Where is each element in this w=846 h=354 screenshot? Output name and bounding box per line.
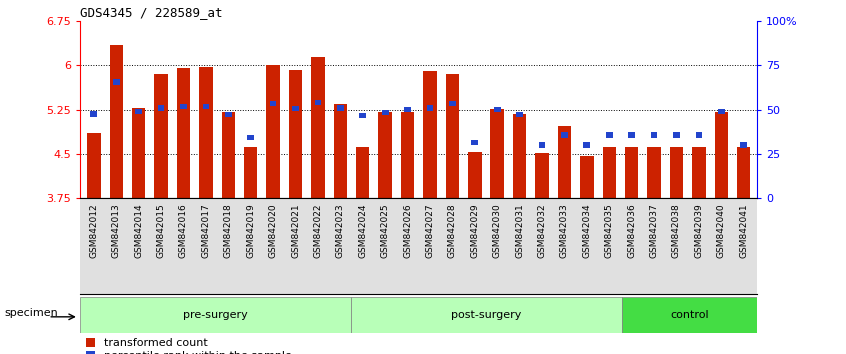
Bar <box>315 100 321 105</box>
Text: GSM842022: GSM842022 <box>313 203 322 257</box>
Text: GSM842037: GSM842037 <box>650 203 658 258</box>
Bar <box>177 68 190 198</box>
Bar <box>337 105 343 110</box>
Bar <box>113 79 119 85</box>
Bar <box>536 153 549 198</box>
Bar <box>351 297 622 333</box>
Legend: transformed count, percentile rank within the sample: transformed count, percentile rank withi… <box>86 338 292 354</box>
Text: GSM842032: GSM842032 <box>537 203 547 258</box>
Bar <box>673 132 680 138</box>
Text: GSM842027: GSM842027 <box>426 203 435 258</box>
Bar <box>737 147 750 198</box>
Bar <box>404 107 411 113</box>
Text: GSM842030: GSM842030 <box>492 203 502 258</box>
Bar <box>513 114 526 198</box>
Text: GSM842029: GSM842029 <box>470 203 480 258</box>
Bar <box>584 142 591 148</box>
Text: pre-surgery: pre-surgery <box>184 310 248 320</box>
Bar <box>715 112 728 198</box>
Text: GDS4345 / 228589_at: GDS4345 / 228589_at <box>80 6 222 19</box>
Bar <box>401 112 415 198</box>
Bar <box>423 72 437 198</box>
Text: GSM842035: GSM842035 <box>605 203 613 258</box>
Text: GSM842012: GSM842012 <box>90 203 98 258</box>
Bar <box>292 106 299 111</box>
Bar <box>356 147 370 198</box>
Bar <box>135 109 142 114</box>
Text: GSM842034: GSM842034 <box>582 203 591 258</box>
Bar <box>561 132 568 138</box>
Text: GSM842033: GSM842033 <box>560 203 569 258</box>
Bar <box>288 70 302 198</box>
Bar <box>378 112 392 198</box>
Text: GSM842028: GSM842028 <box>448 203 457 258</box>
Text: GSM842018: GSM842018 <box>224 203 233 258</box>
Text: GSM842041: GSM842041 <box>739 203 748 258</box>
Text: post-surgery: post-surgery <box>451 310 522 320</box>
Bar <box>180 104 187 109</box>
Bar <box>494 107 501 113</box>
Text: GSM842026: GSM842026 <box>403 203 412 258</box>
Text: GSM842038: GSM842038 <box>672 203 681 258</box>
Bar <box>426 105 433 110</box>
Text: GSM842021: GSM842021 <box>291 203 300 258</box>
Bar <box>199 67 212 198</box>
Text: GSM842015: GSM842015 <box>157 203 166 258</box>
Bar <box>222 112 235 198</box>
Bar <box>225 112 232 117</box>
Text: GSM842017: GSM842017 <box>201 203 211 258</box>
Bar <box>244 147 257 198</box>
Bar <box>647 147 661 198</box>
Bar <box>692 147 706 198</box>
Bar <box>670 147 684 198</box>
Bar <box>539 142 546 148</box>
Bar <box>471 140 478 145</box>
Text: GSM842020: GSM842020 <box>268 203 277 258</box>
Bar <box>651 132 657 138</box>
Bar <box>622 297 757 333</box>
Text: GSM842025: GSM842025 <box>381 203 390 258</box>
Text: GSM842031: GSM842031 <box>515 203 525 258</box>
Bar <box>629 132 635 138</box>
Bar <box>157 105 164 110</box>
Text: GSM842039: GSM842039 <box>695 203 703 258</box>
Bar <box>382 110 388 115</box>
Bar <box>247 135 254 140</box>
Bar <box>516 112 523 117</box>
Text: GSM842023: GSM842023 <box>336 203 345 258</box>
Bar <box>625 147 639 198</box>
Text: GSM842016: GSM842016 <box>179 203 188 258</box>
Text: GSM842040: GSM842040 <box>717 203 726 258</box>
Text: GSM842036: GSM842036 <box>627 203 636 258</box>
Bar <box>468 152 481 198</box>
Bar <box>87 133 101 198</box>
Bar <box>606 132 613 138</box>
Bar <box>740 142 747 148</box>
Text: GSM842024: GSM842024 <box>358 203 367 257</box>
Bar <box>449 101 456 107</box>
Bar <box>580 156 594 198</box>
Bar <box>446 74 459 198</box>
Bar <box>132 108 146 198</box>
Text: GSM842019: GSM842019 <box>246 203 255 258</box>
Bar <box>718 109 725 114</box>
Bar <box>202 104 209 109</box>
Text: GSM842014: GSM842014 <box>135 203 143 258</box>
Bar <box>266 65 280 198</box>
Text: specimen: specimen <box>4 308 58 318</box>
Bar <box>154 74 168 198</box>
Bar <box>491 109 504 198</box>
Bar <box>333 104 347 198</box>
Bar <box>695 132 702 138</box>
Bar <box>270 101 277 107</box>
Bar <box>109 45 123 198</box>
Bar <box>80 297 351 333</box>
Text: control: control <box>670 310 709 320</box>
Bar <box>602 147 616 198</box>
Bar <box>558 126 571 198</box>
Bar <box>311 57 325 198</box>
Text: GSM842013: GSM842013 <box>112 203 121 258</box>
Bar <box>91 111 97 116</box>
Bar <box>360 113 366 118</box>
